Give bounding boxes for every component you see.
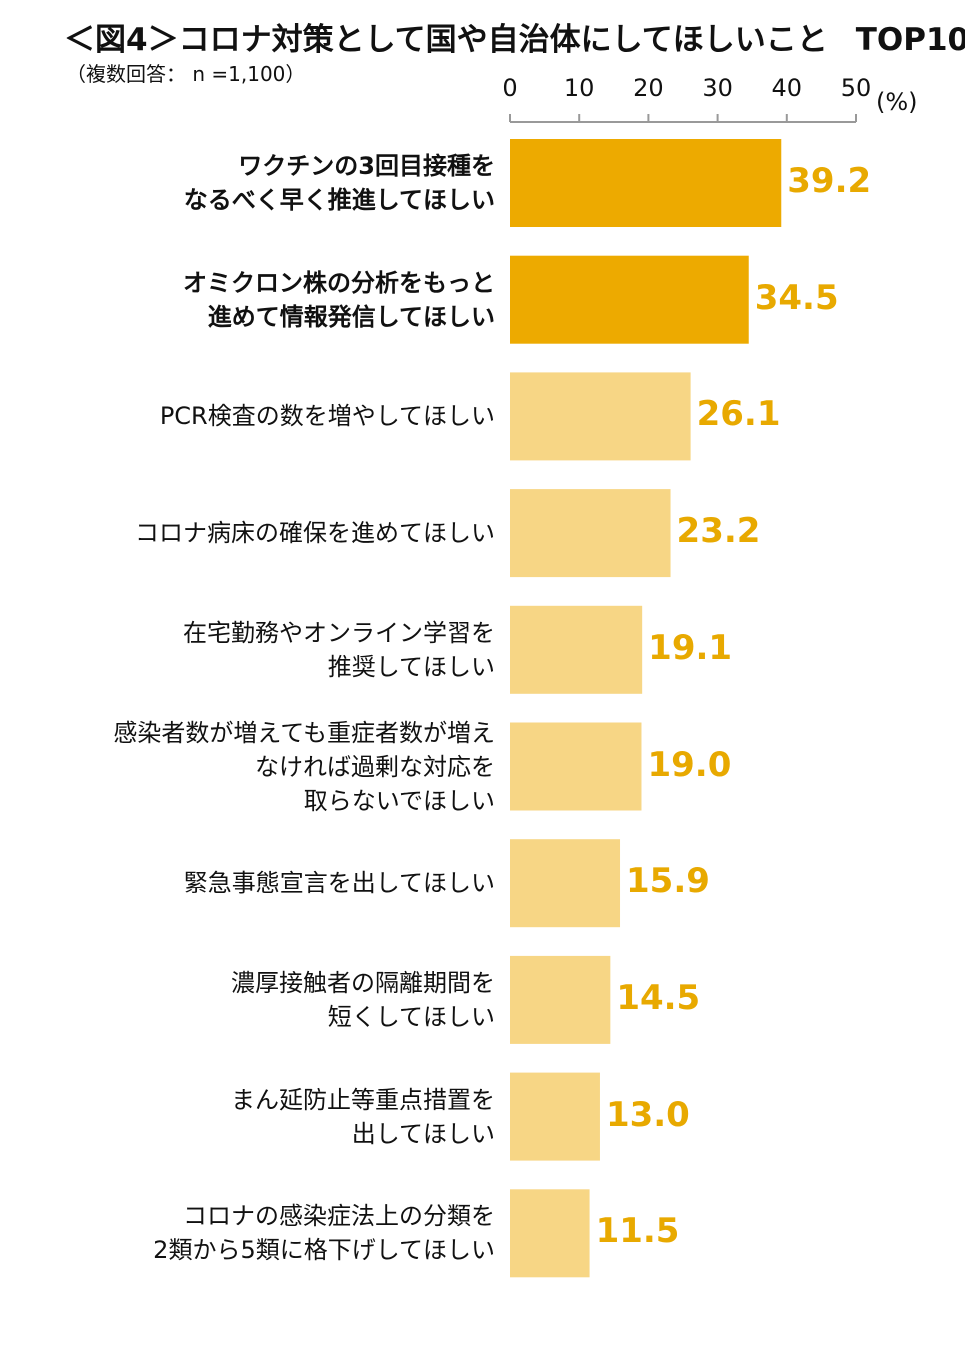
category-label: 濃厚接触者の隔離期間を短くしてほしい	[231, 966, 495, 1034]
category-label: コロナ病床の確保を進めてほしい	[135, 516, 495, 550]
category-label: 緊急事態宣言を出してほしい	[184, 866, 495, 900]
category-label-line: 濃厚接触者の隔離期間を	[231, 968, 495, 997]
category-label-line: 感染者数が増えても重症者数が増え	[113, 718, 495, 747]
category-label-line: 出してほしい	[351, 1119, 495, 1148]
x-tick-label: 0	[502, 74, 518, 102]
category-label-line: 短くしてほしい	[327, 1002, 495, 1031]
category-label: 在宅勤務やオンライン学習を推奨してほしい	[183, 616, 495, 684]
chart-title-suffix: TOP10	[855, 22, 965, 58]
data-label: 19.0	[647, 744, 732, 785]
bar	[510, 605, 643, 694]
data-label: 23.2	[676, 511, 761, 552]
x-tick-label: 50	[840, 74, 872, 102]
category-label-line: コロナ病床の確保を進めてほしい	[135, 519, 495, 548]
category-label: 感染者数が増えても重症者数が増えなければ過剰な対応を取らないでほしい	[113, 716, 495, 818]
category-label: オミクロン株の分析をもっと進めて情報発信してほしい	[183, 266, 495, 334]
category-label-line: 緊急事態宣言を出してほしい	[183, 869, 495, 898]
category-label: まん延防止等重点措置を出してほしい	[231, 1083, 495, 1151]
category-label-line: 推奨してほしい	[327, 652, 495, 681]
bar	[510, 1189, 590, 1278]
category-label-line: 取らないでほしい	[303, 786, 495, 815]
category-label: PCR検査の数を増やしてほしい	[160, 399, 495, 433]
category-label: コロナの感染症法上の分類を 2類から5類に格下げしてほしい	[153, 1199, 495, 1267]
category-label: ワクチンの3回目接種をなるべく早く推進してほしい	[184, 149, 495, 217]
data-label: 26.1	[696, 394, 781, 435]
category-label-line: ワクチンの3回目接種を	[238, 152, 495, 180]
category-label-line: 在宅勤務やオンライン学習を	[183, 618, 495, 647]
x-tick-label: 10	[563, 74, 595, 102]
chart-title-main: ＜図4＞コロナ対策として国や自治体にしてほしいこと	[64, 22, 828, 58]
x-tick-label: 40	[771, 74, 803, 102]
bar	[510, 955, 611, 1044]
bar	[510, 372, 691, 461]
data-label: 19.1	[648, 627, 733, 668]
bar	[510, 139, 782, 227]
category-label-line: 進めて情報発信してほしい	[207, 302, 495, 331]
x-tick-label: 30	[702, 74, 733, 102]
data-label: 34.5	[754, 277, 839, 318]
category-label-line: オミクロン株の分析をもっと	[183, 268, 495, 297]
category-label-line: 2類から5類に格下げしてほしい	[153, 1236, 495, 1265]
data-label: 13.0	[605, 1094, 690, 1135]
data-label: 14.5	[616, 977, 701, 1018]
bar	[510, 489, 671, 578]
data-label: 15.9	[626, 861, 710, 902]
category-label-line: まん延防止等重点措置を	[231, 1085, 495, 1114]
x-tick-label: 20	[633, 74, 664, 102]
bar	[510, 839, 621, 928]
bar	[510, 255, 749, 344]
category-label-line: コロナの感染症法上の分類を	[183, 1202, 495, 1231]
bar	[510, 722, 642, 811]
category-label-line: なければ過剰な対応を	[255, 752, 495, 781]
bar	[510, 1072, 600, 1161]
data-label: 11.5	[595, 1211, 680, 1252]
axis-unit-label: (%)	[876, 88, 918, 116]
data-label: 39.2	[787, 161, 872, 201]
category-label-line: なるべく早く推進してほしい	[183, 186, 495, 214]
chart-subtitle: （複数回答： n =1,100）	[66, 62, 306, 86]
chart-title: ＜図4＞コロナ対策として国や自治体にしてほしいこと TOP10	[64, 14, 965, 59]
category-label-line: PCR検査の数を増やしてほしい	[159, 402, 495, 431]
